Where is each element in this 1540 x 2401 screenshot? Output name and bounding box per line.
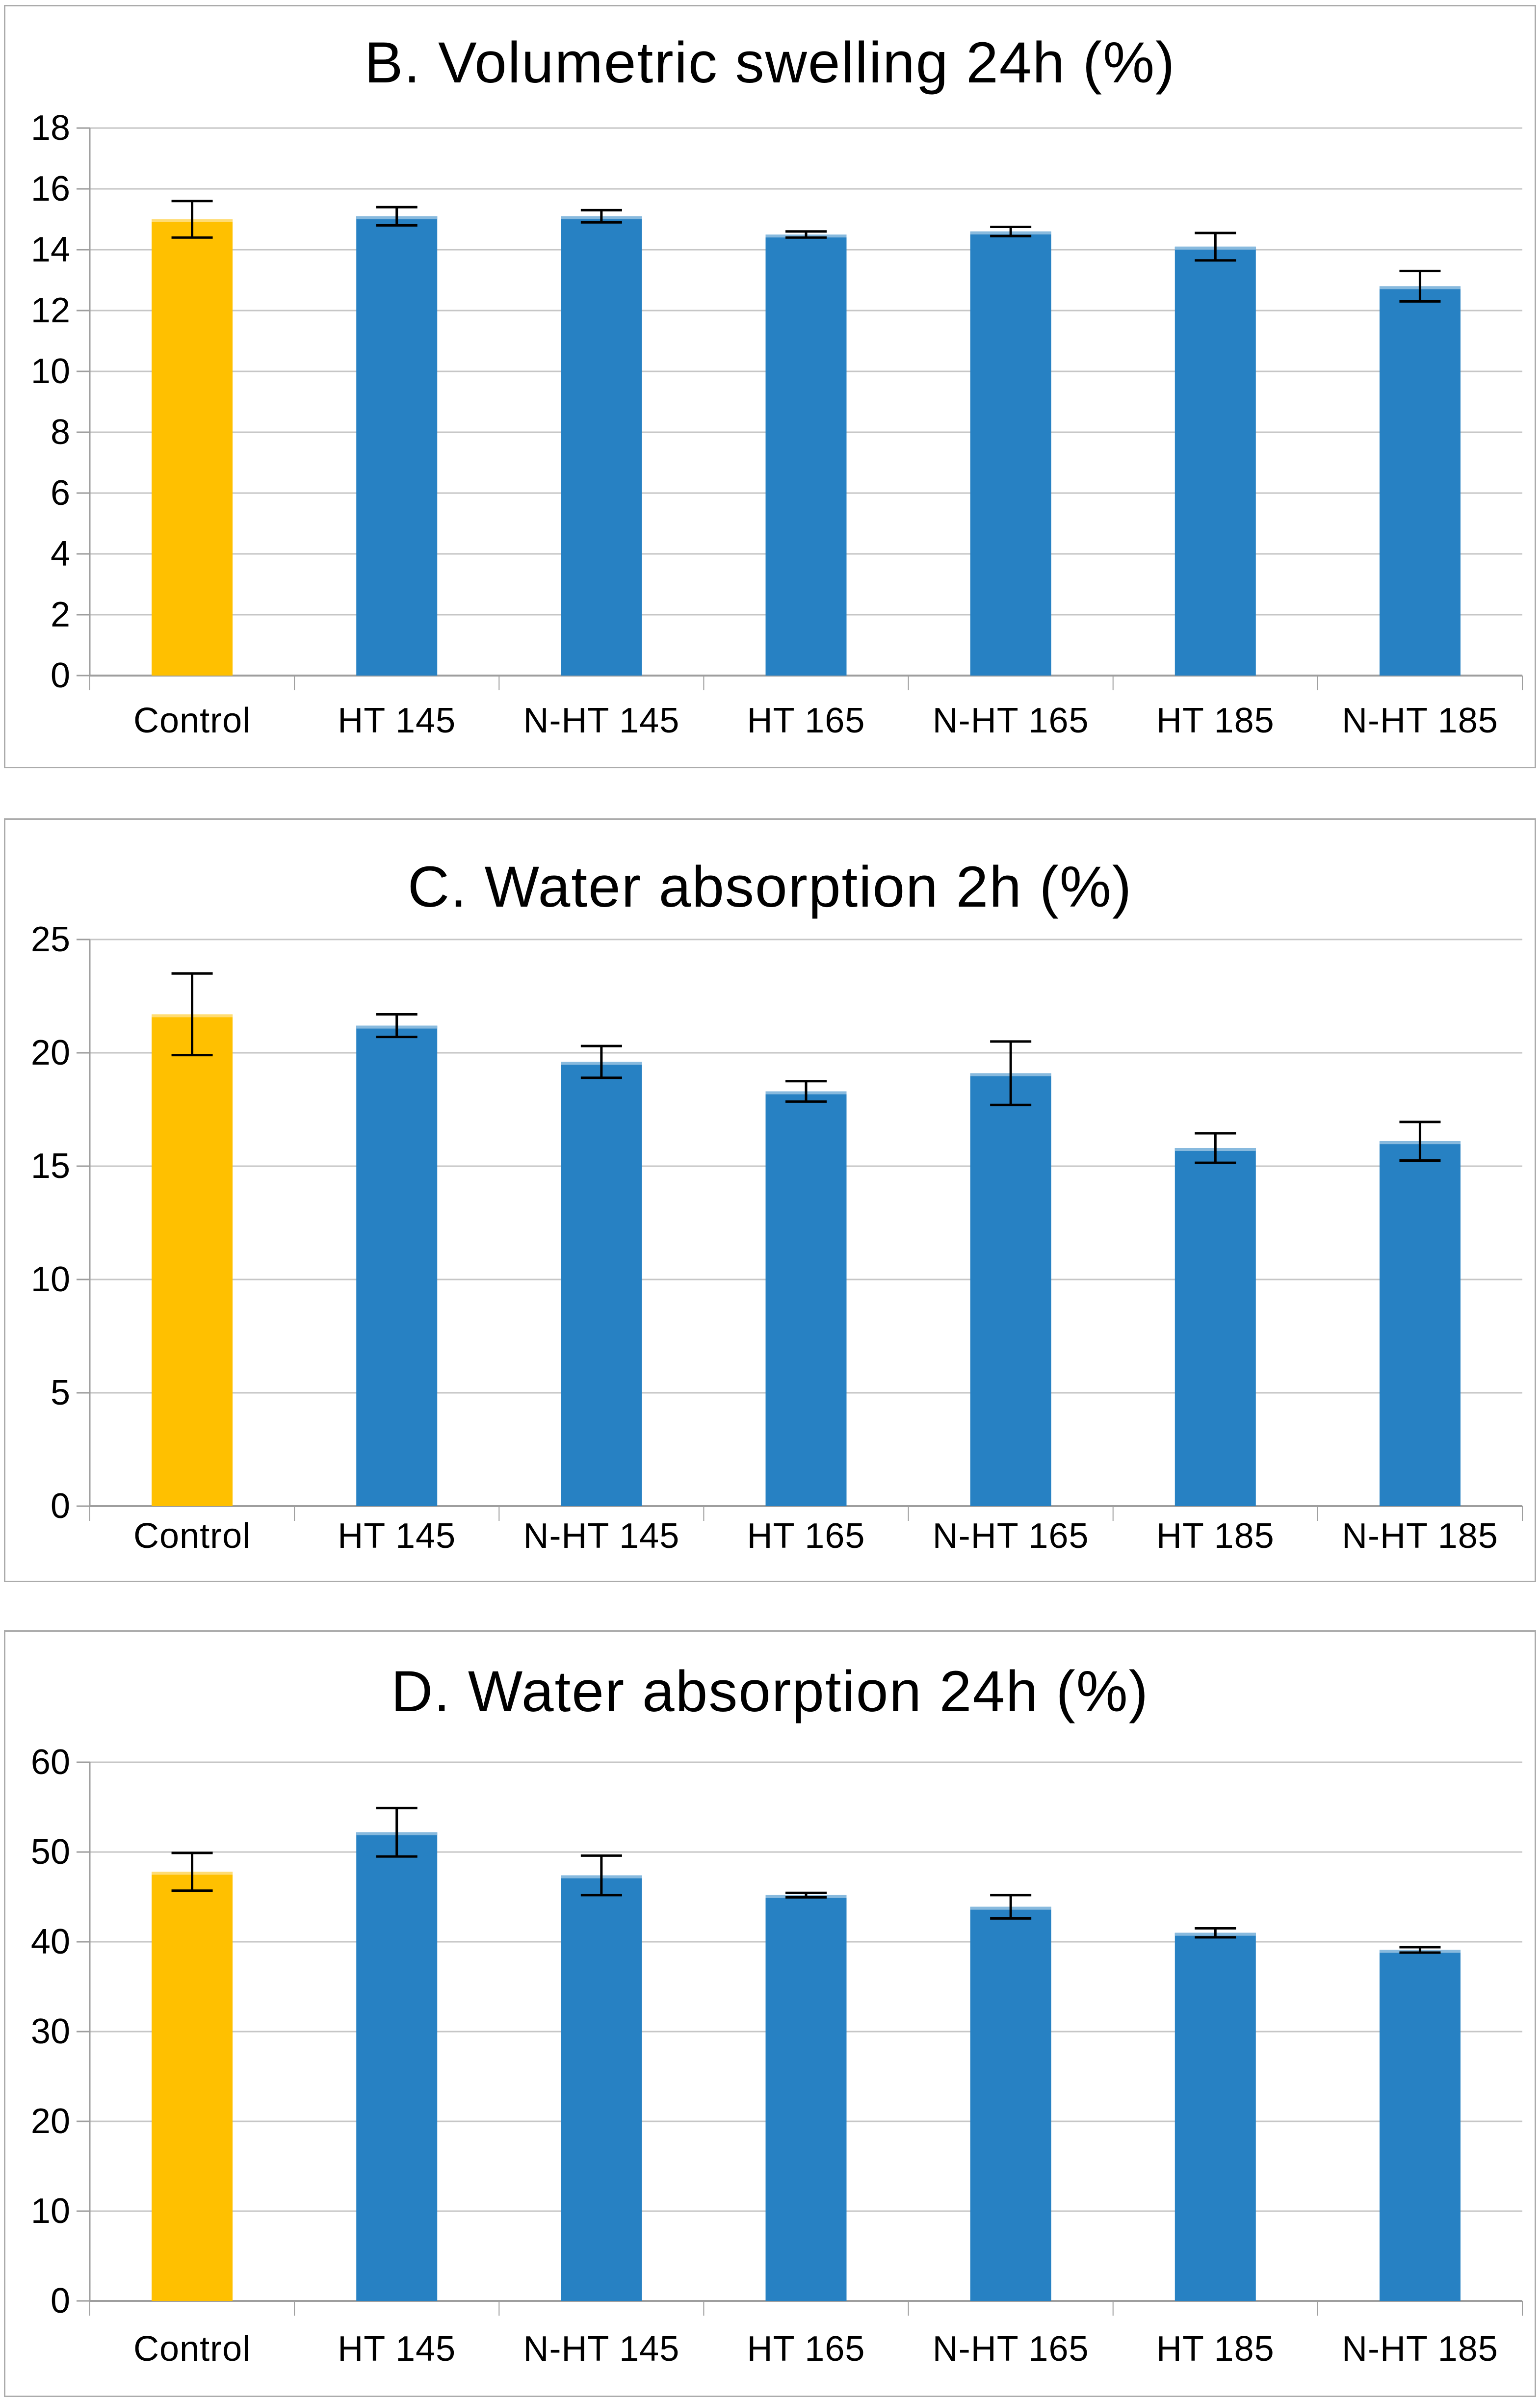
x-tick-label: N-HT 165 xyxy=(933,2329,1089,2369)
x-tick-label: HT 145 xyxy=(338,1516,456,1556)
bar-n-ht-165 xyxy=(970,1073,1051,1506)
x-tick-label: HT 185 xyxy=(1156,701,1275,740)
y-tick-label: 16 xyxy=(31,169,70,209)
y-tick-label: 6 xyxy=(51,473,70,513)
y-tick-label: 20 xyxy=(31,2102,70,2141)
bar-n-ht-145 xyxy=(561,216,642,676)
bar-ht-185 xyxy=(1175,246,1256,676)
y-tick-label: 0 xyxy=(51,1487,70,1526)
x-tick-label: HT 145 xyxy=(338,2329,456,2369)
x-tick-label: HT 145 xyxy=(338,701,456,740)
x-tick-label: HT 165 xyxy=(747,1516,865,1556)
bar-n-ht-185 xyxy=(1379,1950,1461,2301)
x-tick-label: HT 185 xyxy=(1156,1516,1275,1556)
y-tick-label: 30 xyxy=(31,2012,70,2051)
x-tick-label: HT 165 xyxy=(747,701,865,740)
chart-panel-volumetric-swelling-24h: B. Volumetric swelling 24h (%) 0 2 4 6 8 10 12… xyxy=(4,5,1536,768)
bar-ht-185 xyxy=(1175,1148,1256,1506)
bar-control xyxy=(152,219,233,676)
y-tick-label: 4 xyxy=(51,534,70,574)
x-tick-label: N-HT 145 xyxy=(523,2329,679,2369)
y-tick-label: 10 xyxy=(31,352,70,391)
y-tick-label: 15 xyxy=(31,1147,70,1186)
bar-ht-145 xyxy=(356,1025,438,1506)
y-tick-label: 60 xyxy=(31,1743,70,1782)
y-tick-label: 20 xyxy=(31,1033,70,1072)
x-tick-label: HT 185 xyxy=(1156,2329,1275,2369)
x-tick-label: Control xyxy=(133,701,251,740)
bar-ht-165 xyxy=(765,1091,847,1506)
chart-title: B. Volumetric swelling 24h (%) xyxy=(364,30,1176,95)
bar-ht-185 xyxy=(1175,1932,1256,2301)
x-tick-label: Control xyxy=(133,2329,251,2369)
x-tick-label: N-HT 145 xyxy=(523,1516,679,1556)
x-tick-label: N-HT 165 xyxy=(933,701,1089,740)
bar-n-ht-185 xyxy=(1379,286,1461,676)
x-tick-label: N-HT 165 xyxy=(933,1516,1089,1556)
y-tick-label: 10 xyxy=(31,2192,70,2231)
y-tick-label: 10 xyxy=(31,1260,70,1299)
bar-ht-145 xyxy=(356,216,438,676)
x-tick-label: N-HT 185 xyxy=(1342,701,1498,740)
bar-chart-water-absorption-24h: 0 10 20 30 40 50 60 Control HT 145 N-HT 145 HT 165… xyxy=(31,1743,1523,2369)
x-tick-label: N-HT 185 xyxy=(1342,1516,1498,1556)
y-tick-label: 5 xyxy=(51,1373,70,1412)
y-tick-label: 50 xyxy=(31,1832,70,1872)
y-tick-label: 0 xyxy=(51,2281,70,2321)
y-tick-label: 2 xyxy=(51,595,70,634)
y-tick-label: 18 xyxy=(31,108,70,148)
chart-title: D. Water absorption 24h (%) xyxy=(391,1659,1149,1724)
y-tick-label: 40 xyxy=(31,1922,70,1961)
x-tick-label: Control xyxy=(133,1516,251,1556)
chart-panel-water-absorption-24h: D. Water absorption 24h (%) 0 10 20 30 40 50 6… xyxy=(4,1630,1536,2397)
bar-ht-165 xyxy=(765,235,847,676)
bar-n-ht-145 xyxy=(561,1875,642,2301)
bar-n-ht-165 xyxy=(970,1906,1051,2301)
bar-ht-145 xyxy=(356,1832,438,2301)
x-tick-label: N-HT 145 xyxy=(523,701,679,740)
y-tick-label: 12 xyxy=(31,291,70,330)
x-tick-label: HT 165 xyxy=(747,2329,865,2369)
chart-title: C. Water absorption 2h (%) xyxy=(407,855,1133,919)
chart-panel-water-absorption-2h: C. Water absorption 2h (%) 0 5 10 15 20 25 Con… xyxy=(4,818,1536,1582)
y-tick-label: 8 xyxy=(51,413,70,452)
bar-control xyxy=(152,1872,233,2301)
y-tick-label: 25 xyxy=(31,920,70,959)
bar-n-ht-145 xyxy=(561,1062,642,1506)
y-tick-label: 14 xyxy=(31,230,70,269)
bar-chart-volumetric-swelling-24h: 0 2 4 6 8 10 12 14 16 18 Control HT 145 N-HT 145 HT 1… xyxy=(31,108,1523,740)
bar-chart-water-absorption-2h: 0 5 10 15 20 25 Control HT 145 N-HT 145 HT 165 N-H… xyxy=(31,920,1523,1556)
bar-control xyxy=(152,1014,233,1506)
y-tick-label: 0 xyxy=(51,656,70,695)
bar-n-ht-165 xyxy=(970,231,1051,676)
bar-ht-165 xyxy=(765,1895,847,2301)
x-tick-label: N-HT 185 xyxy=(1342,2329,1498,2369)
bar-n-ht-185 xyxy=(1379,1141,1461,1506)
